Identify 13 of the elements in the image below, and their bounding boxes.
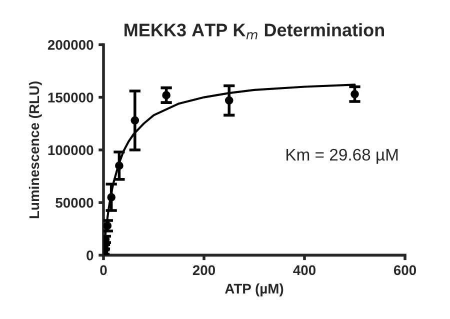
y-tick-label: 100000 [48, 145, 94, 156]
y-axis-title: Luminescence (RLU) [28, 82, 42, 218]
x-tick-label: 200 [192, 265, 216, 276]
chart-title: MEKK3 ATP K$_{m}$ Determination [124, 23, 384, 40]
annotation: Km = 29.68 µM [286, 148, 398, 164]
x-tick-label: 600 [394, 265, 416, 276]
y-tick-label: 150000 [48, 92, 94, 102]
x-axis-title: ATP (µM) [225, 283, 284, 296]
y-tick-label: 50000 [56, 198, 94, 208]
y-tick-label: 200000 [48, 40, 94, 50]
x-tick-label: 0 [100, 265, 107, 276]
x-tick-label: 400 [293, 265, 316, 276]
y-tick-label: 0 [86, 250, 94, 260]
